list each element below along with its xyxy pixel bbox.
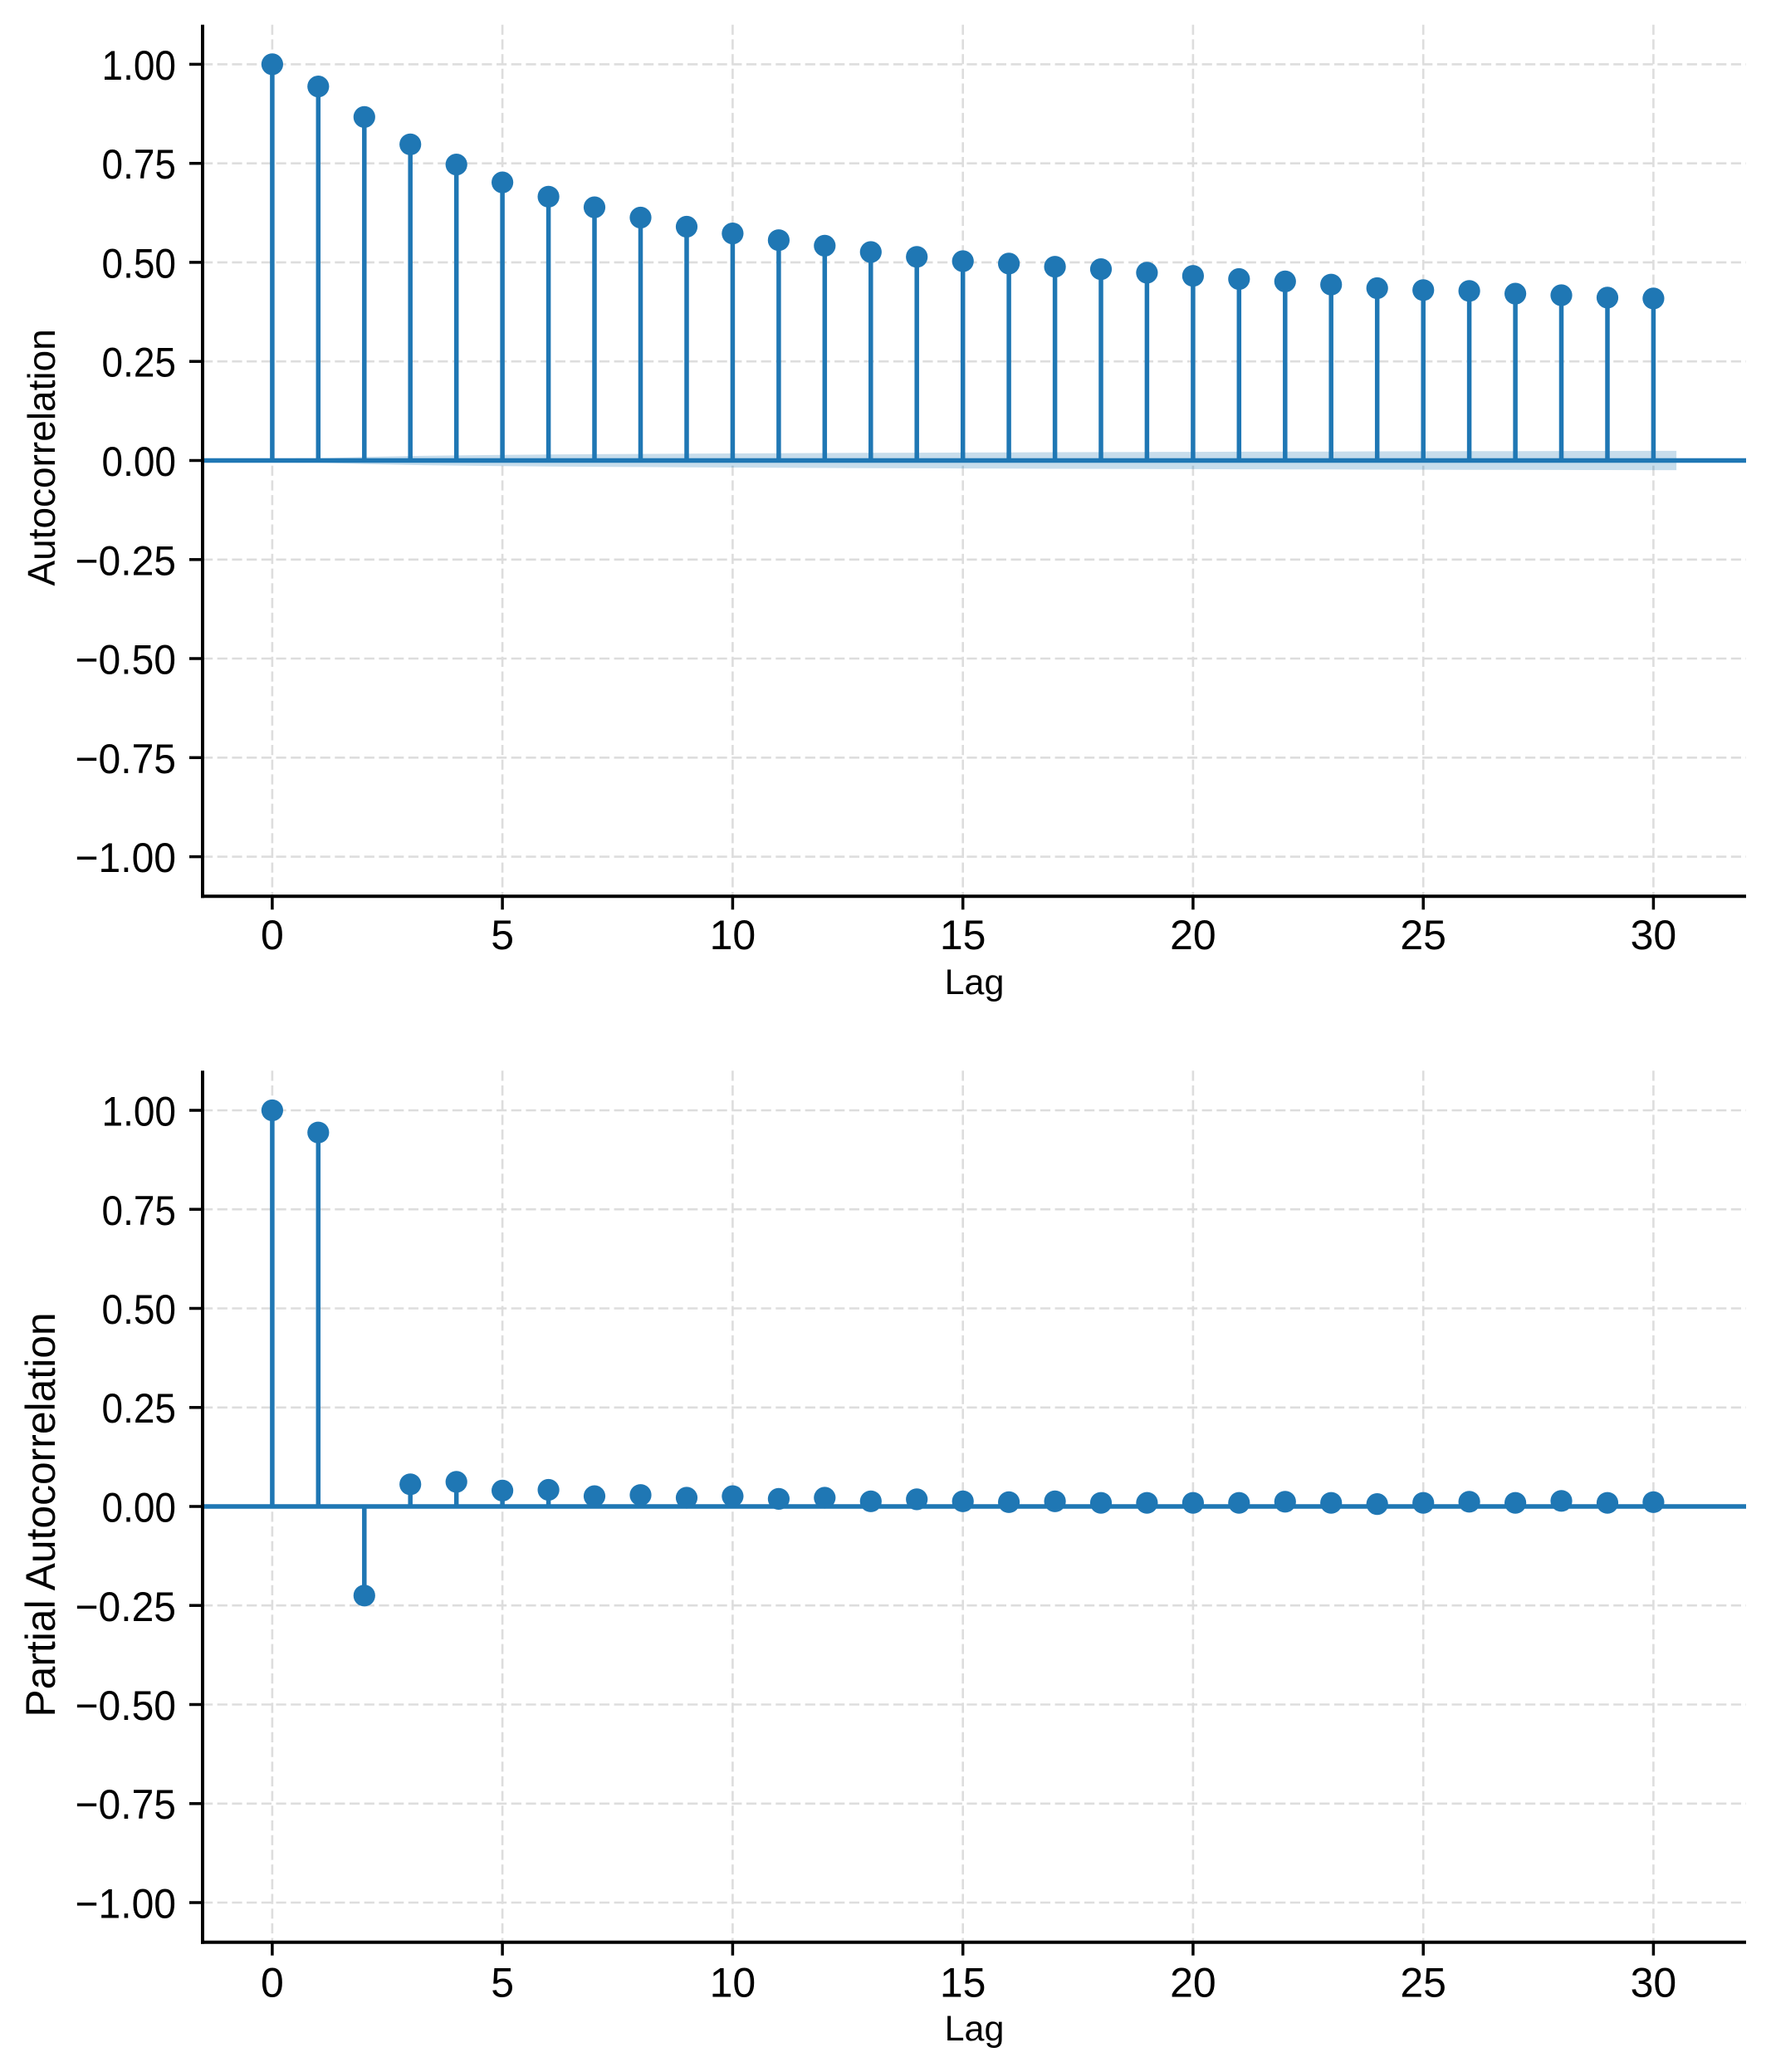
svg-text:0: 0 <box>261 1960 284 2006</box>
svg-text:30: 30 <box>1631 1960 1677 2006</box>
svg-text:−0.50: −0.50 <box>76 1683 177 1729</box>
svg-text:0: 0 <box>261 912 284 958</box>
svg-text:20: 20 <box>1170 912 1216 958</box>
svg-text:25: 25 <box>1400 1960 1446 2006</box>
svg-text:10: 10 <box>710 912 756 958</box>
svg-text:−0.75: −0.75 <box>76 736 177 782</box>
svg-text:5: 5 <box>491 1960 514 2006</box>
svg-text:20: 20 <box>1170 1960 1216 2006</box>
svg-text:Lag: Lag <box>945 2009 1005 2049</box>
svg-text:−0.25: −0.25 <box>76 537 177 584</box>
svg-text:0.50: 0.50 <box>102 240 177 287</box>
svg-text:−0.75: −0.75 <box>76 1781 177 1828</box>
svg-text:0.00: 0.00 <box>102 1485 177 1531</box>
svg-text:−1.00: −1.00 <box>76 1881 177 1927</box>
svg-text:Partial Autocorrelation: Partial Autocorrelation <box>17 1312 64 1717</box>
svg-text:0.25: 0.25 <box>102 1385 177 1432</box>
svg-text:0.75: 0.75 <box>102 1188 177 1234</box>
svg-text:−0.25: −0.25 <box>76 1584 177 1630</box>
svg-text:10: 10 <box>710 1960 756 2006</box>
svg-text:0.75: 0.75 <box>102 141 177 188</box>
svg-text:30: 30 <box>1631 912 1677 958</box>
svg-text:15: 15 <box>940 912 986 958</box>
svg-text:0.25: 0.25 <box>102 340 177 386</box>
svg-text:−1.00: −1.00 <box>76 835 177 881</box>
svg-text:0.50: 0.50 <box>102 1286 177 1333</box>
svg-text:−0.50: −0.50 <box>76 637 177 683</box>
svg-text:Autocorrelation: Autocorrelation <box>20 329 63 585</box>
svg-text:1.00: 1.00 <box>102 42 177 89</box>
svg-text:0.00: 0.00 <box>102 438 177 485</box>
svg-text:1.00: 1.00 <box>102 1089 177 1135</box>
svg-text:Lag: Lag <box>945 963 1005 1002</box>
svg-text:15: 15 <box>940 1960 986 2006</box>
svg-text:5: 5 <box>491 912 514 958</box>
svg-text:25: 25 <box>1400 912 1446 958</box>
